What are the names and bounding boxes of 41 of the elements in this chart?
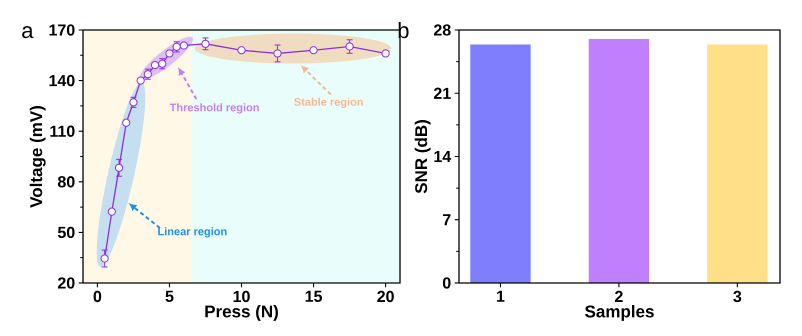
point: [100, 254, 109, 263]
y-axis-title: Voltage (mV): [30, 106, 46, 208]
y-tick-label: 50: [58, 226, 75, 238]
point: [237, 46, 246, 54]
point: [309, 46, 318, 54]
y-tick-label: 140: [50, 74, 75, 86]
annotation: Linear region: [158, 227, 227, 238]
point: [201, 40, 210, 48]
y-axis-title: SNR (dB): [414, 120, 431, 194]
x-tick-label: 20: [377, 290, 394, 302]
y-tick-label: 80: [58, 176, 75, 188]
point: [114, 164, 124, 172]
y-tick-label: 28: [434, 24, 451, 36]
x-tick-label: 15: [306, 290, 322, 302]
x-tick-label: 3: [733, 290, 742, 302]
x-tick-label: 1: [497, 290, 504, 302]
x-axis-title: Samples: [585, 305, 654, 321]
x-tick-label: 10: [234, 290, 250, 302]
point: [345, 42, 354, 51]
point: [136, 76, 145, 85]
x-tick-label: 2: [615, 290, 623, 302]
point: [108, 208, 116, 216]
point: [382, 49, 390, 58]
y-tick-label: 20: [58, 277, 75, 289]
annotation: Stable region: [294, 98, 363, 108]
annotation: Threshold region: [170, 103, 259, 114]
point: [122, 118, 130, 127]
y-tick-label: 7: [442, 214, 450, 226]
point: [150, 60, 160, 70]
y-tick-label: 110: [50, 126, 75, 137]
point: [165, 49, 174, 58]
y-tick-label: 0: [442, 277, 451, 289]
y-tick-label: 14: [434, 150, 452, 162]
y-tick-label: 21: [434, 88, 451, 99]
x-tick-label: 0: [94, 290, 102, 302]
chart-title: a: [22, 26, 34, 38]
point: [180, 41, 188, 50]
x-axis-title: Press (N): [205, 304, 278, 321]
x-tick-label: 5: [166, 290, 174, 302]
point: [273, 49, 282, 58]
y-tick-label: 170: [50, 24, 75, 36]
